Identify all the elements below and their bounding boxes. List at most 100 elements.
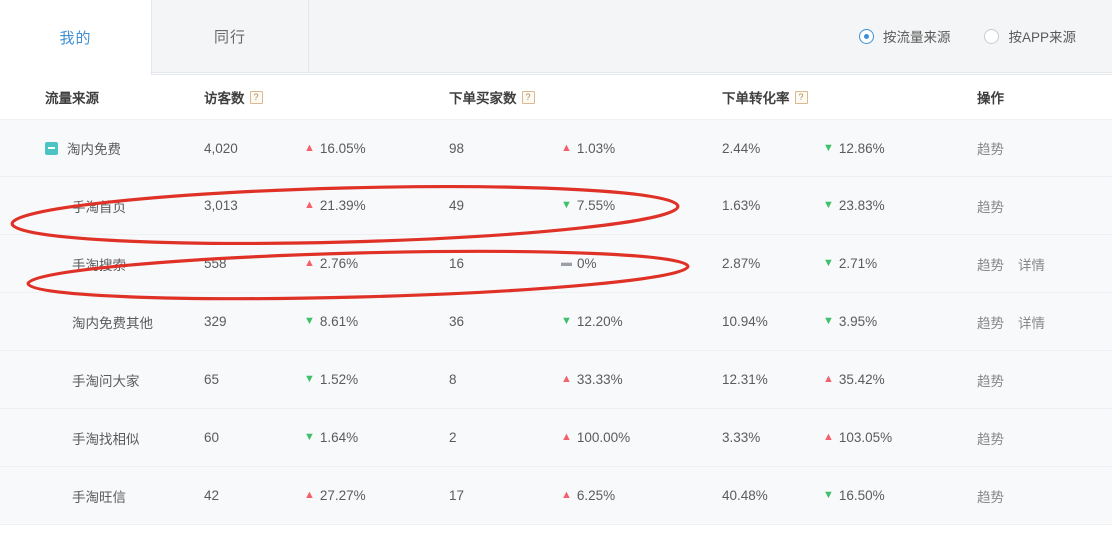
visitors-change-value: 21.39% xyxy=(319,198,366,213)
buyers-change: ▲ 33.33% xyxy=(561,372,623,387)
action-link-trend[interactable]: 趋势 xyxy=(977,315,1004,331)
column-header-action: 操作 xyxy=(977,87,1112,107)
rate-change-value: 3.95% xyxy=(838,314,878,329)
cell-rate: 3.33% xyxy=(722,430,823,445)
source-name: 手淘找相似 xyxy=(72,431,140,447)
rate-value: 40.48% xyxy=(722,488,768,503)
action-link-trend[interactable]: 趋势 xyxy=(977,489,1004,505)
visitors-value: 558 xyxy=(204,256,227,271)
rate-change: ▲ 103.05% xyxy=(823,430,892,445)
cell-buyers: 98 xyxy=(449,141,561,156)
source-name: 淘内免费 xyxy=(67,142,121,157)
help-icon-buyers[interactable]: ? xyxy=(521,90,535,104)
visitors-value: 60 xyxy=(204,430,220,445)
visitors-value: 329 xyxy=(204,314,227,329)
cell-buyers: 36 xyxy=(449,314,561,329)
cell-visitors-change: ▲ 21.39% xyxy=(304,198,449,213)
help-icon-rate[interactable]: ? xyxy=(794,90,808,104)
arrow-up-icon: ▲ xyxy=(304,141,315,154)
rate-value: 3.33% xyxy=(722,430,761,445)
cell-buyers: 17 xyxy=(449,488,561,503)
radio-unselected-icon xyxy=(984,28,1000,44)
tab-bar: 我的 同行 按流量来源 按APP来源 xyxy=(0,0,1112,75)
arrow-down-icon: ▼ xyxy=(823,199,834,211)
source-filter-radio-group: 按流量来源 按APP来源 xyxy=(858,26,1076,46)
arrow-down-icon: ▼ xyxy=(561,199,572,211)
visitors-change: ▲ 27.27% xyxy=(304,488,366,503)
tab-mine[interactable]: 我的 xyxy=(0,0,152,75)
cell-buyers-change: ▼ 12.20% xyxy=(561,314,722,329)
buyers-value: 98 xyxy=(449,140,465,156)
radio-by-app-source[interactable]: 按APP来源 xyxy=(984,26,1076,46)
cell-source: 手淘问大家 xyxy=(0,370,204,390)
table-header-row: 流量来源 访客数 ? 下单买家数 ? 下单转化率 ? 操作 xyxy=(0,75,1112,119)
arrow-down-icon: ▼ xyxy=(823,257,834,269)
tab-peers[interactable]: 同行 xyxy=(152,0,309,73)
cell-action: 趋势 详情 xyxy=(977,312,1112,332)
action-link-trend[interactable]: 趋势 xyxy=(977,257,1004,273)
cell-visitors-change: ▼ 1.64% xyxy=(304,430,449,445)
buyers-change-value: 0% xyxy=(577,256,597,271)
action-link-detail[interactable]: 详情 xyxy=(1018,315,1045,331)
visitors-change: ▲ 2.76% xyxy=(304,256,358,271)
table-row: 手淘找相似 60 ▼ 1.64% 2 ▲ 100.00% 3.33% ▲ 103.05% 趋势 xyxy=(0,409,1112,467)
cell-source: 手淘搜索 xyxy=(0,254,204,274)
visitors-change: ▼ 1.64% xyxy=(304,430,358,445)
rate-change: ▼ 2.71% xyxy=(823,256,877,271)
flat-icon: ▬ xyxy=(561,257,572,269)
cell-visitors: 558 xyxy=(204,256,304,271)
column-header-visitors: 访客数 ? xyxy=(204,87,304,107)
help-icon-visitors[interactable]: ? xyxy=(249,90,263,104)
buyers-value: 49 xyxy=(449,198,465,213)
arrow-up-icon: ▲ xyxy=(304,257,315,269)
rate-value: 2.44% xyxy=(722,140,761,156)
cell-rate: 2.44% xyxy=(722,141,823,156)
visitors-value: 65 xyxy=(204,372,220,387)
tab-mine-label: 我的 xyxy=(59,30,92,47)
arrow-up-icon: ▲ xyxy=(304,199,315,211)
cell-visitors: 60 xyxy=(204,430,304,445)
arrow-up-icon: ▲ xyxy=(561,431,572,443)
cell-action: 趋势 xyxy=(977,138,1112,158)
cell-visitors: 4,020 xyxy=(204,141,304,156)
buyers-value: 36 xyxy=(449,314,465,329)
action-link-detail[interactable]: 详情 xyxy=(1018,257,1045,273)
buyers-change-value: 1.03% xyxy=(576,140,616,156)
cell-action: 趋势 xyxy=(977,428,1112,448)
arrow-down-icon: ▼ xyxy=(561,315,572,327)
buyers-change: ▼ 7.55% xyxy=(561,198,615,213)
action-link-trend[interactable]: 趋势 xyxy=(977,199,1004,215)
collapse-toggle-icon[interactable] xyxy=(45,141,58,155)
cell-visitors: 65 xyxy=(204,372,304,387)
buyers-value: 8 xyxy=(449,372,457,387)
cell-buyers-change: ▲ 100.00% xyxy=(561,430,722,445)
cell-visitors-change: ▲ 16.05% xyxy=(304,141,449,156)
arrow-up-icon: ▲ xyxy=(304,489,315,501)
cell-source: 手淘找相似 xyxy=(0,428,204,448)
column-header-rate-label: 下单转化率 xyxy=(722,91,790,106)
action-link-trend[interactable]: 趋势 xyxy=(977,431,1004,447)
cell-visitors: 3,013 xyxy=(204,198,304,213)
cell-buyers-change: ▬ 0% xyxy=(561,256,722,271)
rate-value: 12.31% xyxy=(722,372,768,387)
column-header-action-label: 操作 xyxy=(977,91,1004,106)
source-name: 淘内免费其他 xyxy=(72,315,153,331)
action-link-trend[interactable]: 趋势 xyxy=(977,142,1004,157)
visitors-change: ▲ 21.39% xyxy=(304,198,366,213)
cell-rate: 40.48% xyxy=(722,488,823,503)
buyers-value: 17 xyxy=(449,488,465,503)
arrow-up-icon: ▲ xyxy=(823,431,834,443)
radio-by-traffic-source[interactable]: 按流量来源 xyxy=(858,26,950,46)
visitors-change-value: 8.61% xyxy=(319,314,359,329)
action-link-trend[interactable]: 趋势 xyxy=(977,373,1004,389)
tab-list: 我的 同行 按流量来源 按APP来源 xyxy=(0,0,1112,75)
cell-source: 淘内免费 xyxy=(0,138,204,158)
visitors-change: ▲ 16.05% xyxy=(304,141,366,156)
arrow-up-icon: ▲ xyxy=(823,373,834,385)
cell-rate: 10.94% xyxy=(722,314,823,329)
visitors-change-value: 1.52% xyxy=(319,372,359,387)
rate-change-value: 23.83% xyxy=(838,198,885,213)
source-name: 手淘首页 xyxy=(72,199,126,215)
cell-rate-change: ▲ 103.05% xyxy=(823,430,977,445)
cell-visitors-change: ▼ 8.61% xyxy=(304,314,449,329)
